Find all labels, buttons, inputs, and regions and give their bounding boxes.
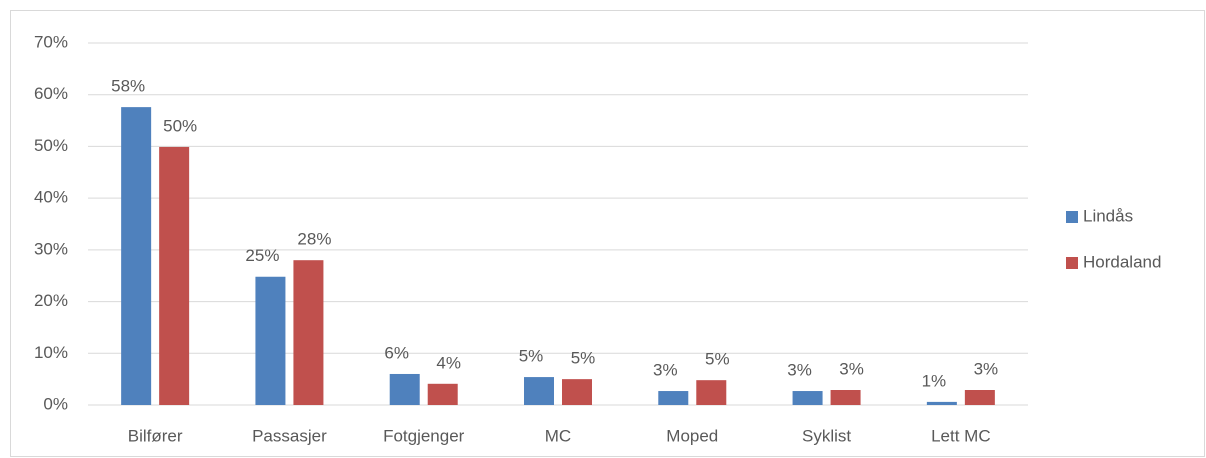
legend-label: Hordaland xyxy=(1083,252,1161,271)
bar xyxy=(255,276,286,405)
data-label: 3% xyxy=(787,361,812,380)
x-tick-label: Bilfører xyxy=(128,426,183,445)
bar xyxy=(926,401,957,405)
legend-swatch xyxy=(1066,257,1078,269)
x-tick-label: Lett MC xyxy=(931,426,991,445)
x-tick-label: Fotgjenger xyxy=(383,426,465,445)
data-label: 3% xyxy=(839,359,864,378)
data-label: 5% xyxy=(571,349,596,368)
y-tick-label: 50% xyxy=(34,136,68,155)
bar xyxy=(830,390,861,405)
bar xyxy=(562,379,592,405)
y-tick-label: 60% xyxy=(34,84,68,103)
x-tick-label: Moped xyxy=(666,426,718,445)
data-label: 25% xyxy=(245,246,279,265)
data-label: 5% xyxy=(519,347,544,366)
bar xyxy=(658,391,689,405)
x-tick-label: Passasjer xyxy=(252,426,327,445)
data-label: 4% xyxy=(436,353,461,372)
bar xyxy=(964,390,995,405)
y-tick-label: 10% xyxy=(34,343,68,362)
data-label: 58% xyxy=(111,77,145,96)
bar xyxy=(524,377,554,405)
legend-label: Lindås xyxy=(1083,206,1133,225)
bar xyxy=(121,107,152,405)
y-tick-label: 0% xyxy=(43,394,68,413)
x-tick-label: Syklist xyxy=(802,426,851,445)
data-label: 3% xyxy=(653,361,678,380)
data-label: 6% xyxy=(384,343,409,362)
legend-swatch xyxy=(1066,211,1078,223)
data-label: 50% xyxy=(163,116,197,135)
data-label: 1% xyxy=(922,371,947,390)
chart-border xyxy=(10,10,1205,457)
bar xyxy=(427,383,458,405)
y-tick-label: 40% xyxy=(34,188,68,207)
data-label: 3% xyxy=(974,359,999,378)
bar xyxy=(792,391,823,405)
bar xyxy=(159,146,190,405)
data-label: 28% xyxy=(297,230,331,249)
x-tick-label: MC xyxy=(545,426,571,445)
data-label: 5% xyxy=(705,350,730,369)
bar xyxy=(293,260,324,405)
y-tick-label: 70% xyxy=(34,32,68,51)
bar xyxy=(389,373,420,405)
y-tick-label: 30% xyxy=(34,239,68,258)
y-tick-label: 20% xyxy=(34,291,68,310)
bar xyxy=(696,380,727,405)
